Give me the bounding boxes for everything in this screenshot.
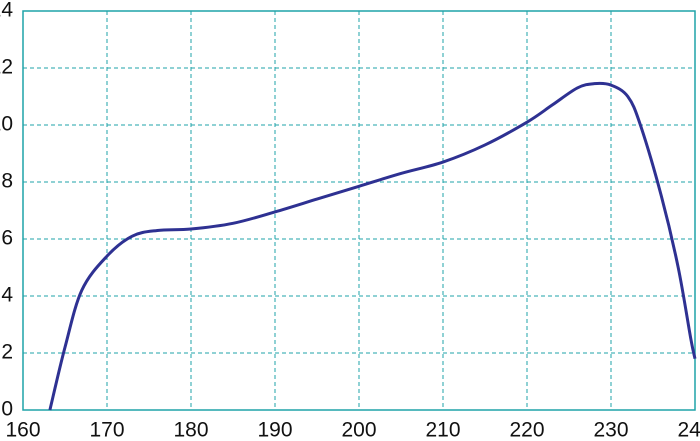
data-line bbox=[48, 81, 697, 411]
x-tick-label: 210 bbox=[425, 419, 460, 441]
y-tick-label: 6 bbox=[1, 227, 13, 250]
y-tick-label: 8 bbox=[1, 170, 13, 193]
x-tick-label: 160 bbox=[5, 419, 40, 441]
y-tick-label: 12 bbox=[0, 56, 13, 79]
y-tick-label: 4 bbox=[1, 284, 13, 307]
y-tick-label: 10 bbox=[0, 113, 13, 136]
x-tick-label: 180 bbox=[173, 419, 208, 441]
x-tick-label: 190 bbox=[257, 419, 292, 441]
x-tick-label: 240 bbox=[677, 419, 700, 441]
y-tick-label: 2 bbox=[1, 341, 13, 364]
y-tick-label: 0 bbox=[1, 398, 13, 421]
x-tick-label: 220 bbox=[509, 419, 544, 441]
x-tick-label: 200 bbox=[341, 419, 376, 441]
y-tick-label: 14 bbox=[0, 0, 13, 22]
plot-frame bbox=[22, 10, 696, 411]
x-tick-label: 170 bbox=[89, 419, 124, 441]
x-tick-label: 230 bbox=[593, 419, 628, 441]
